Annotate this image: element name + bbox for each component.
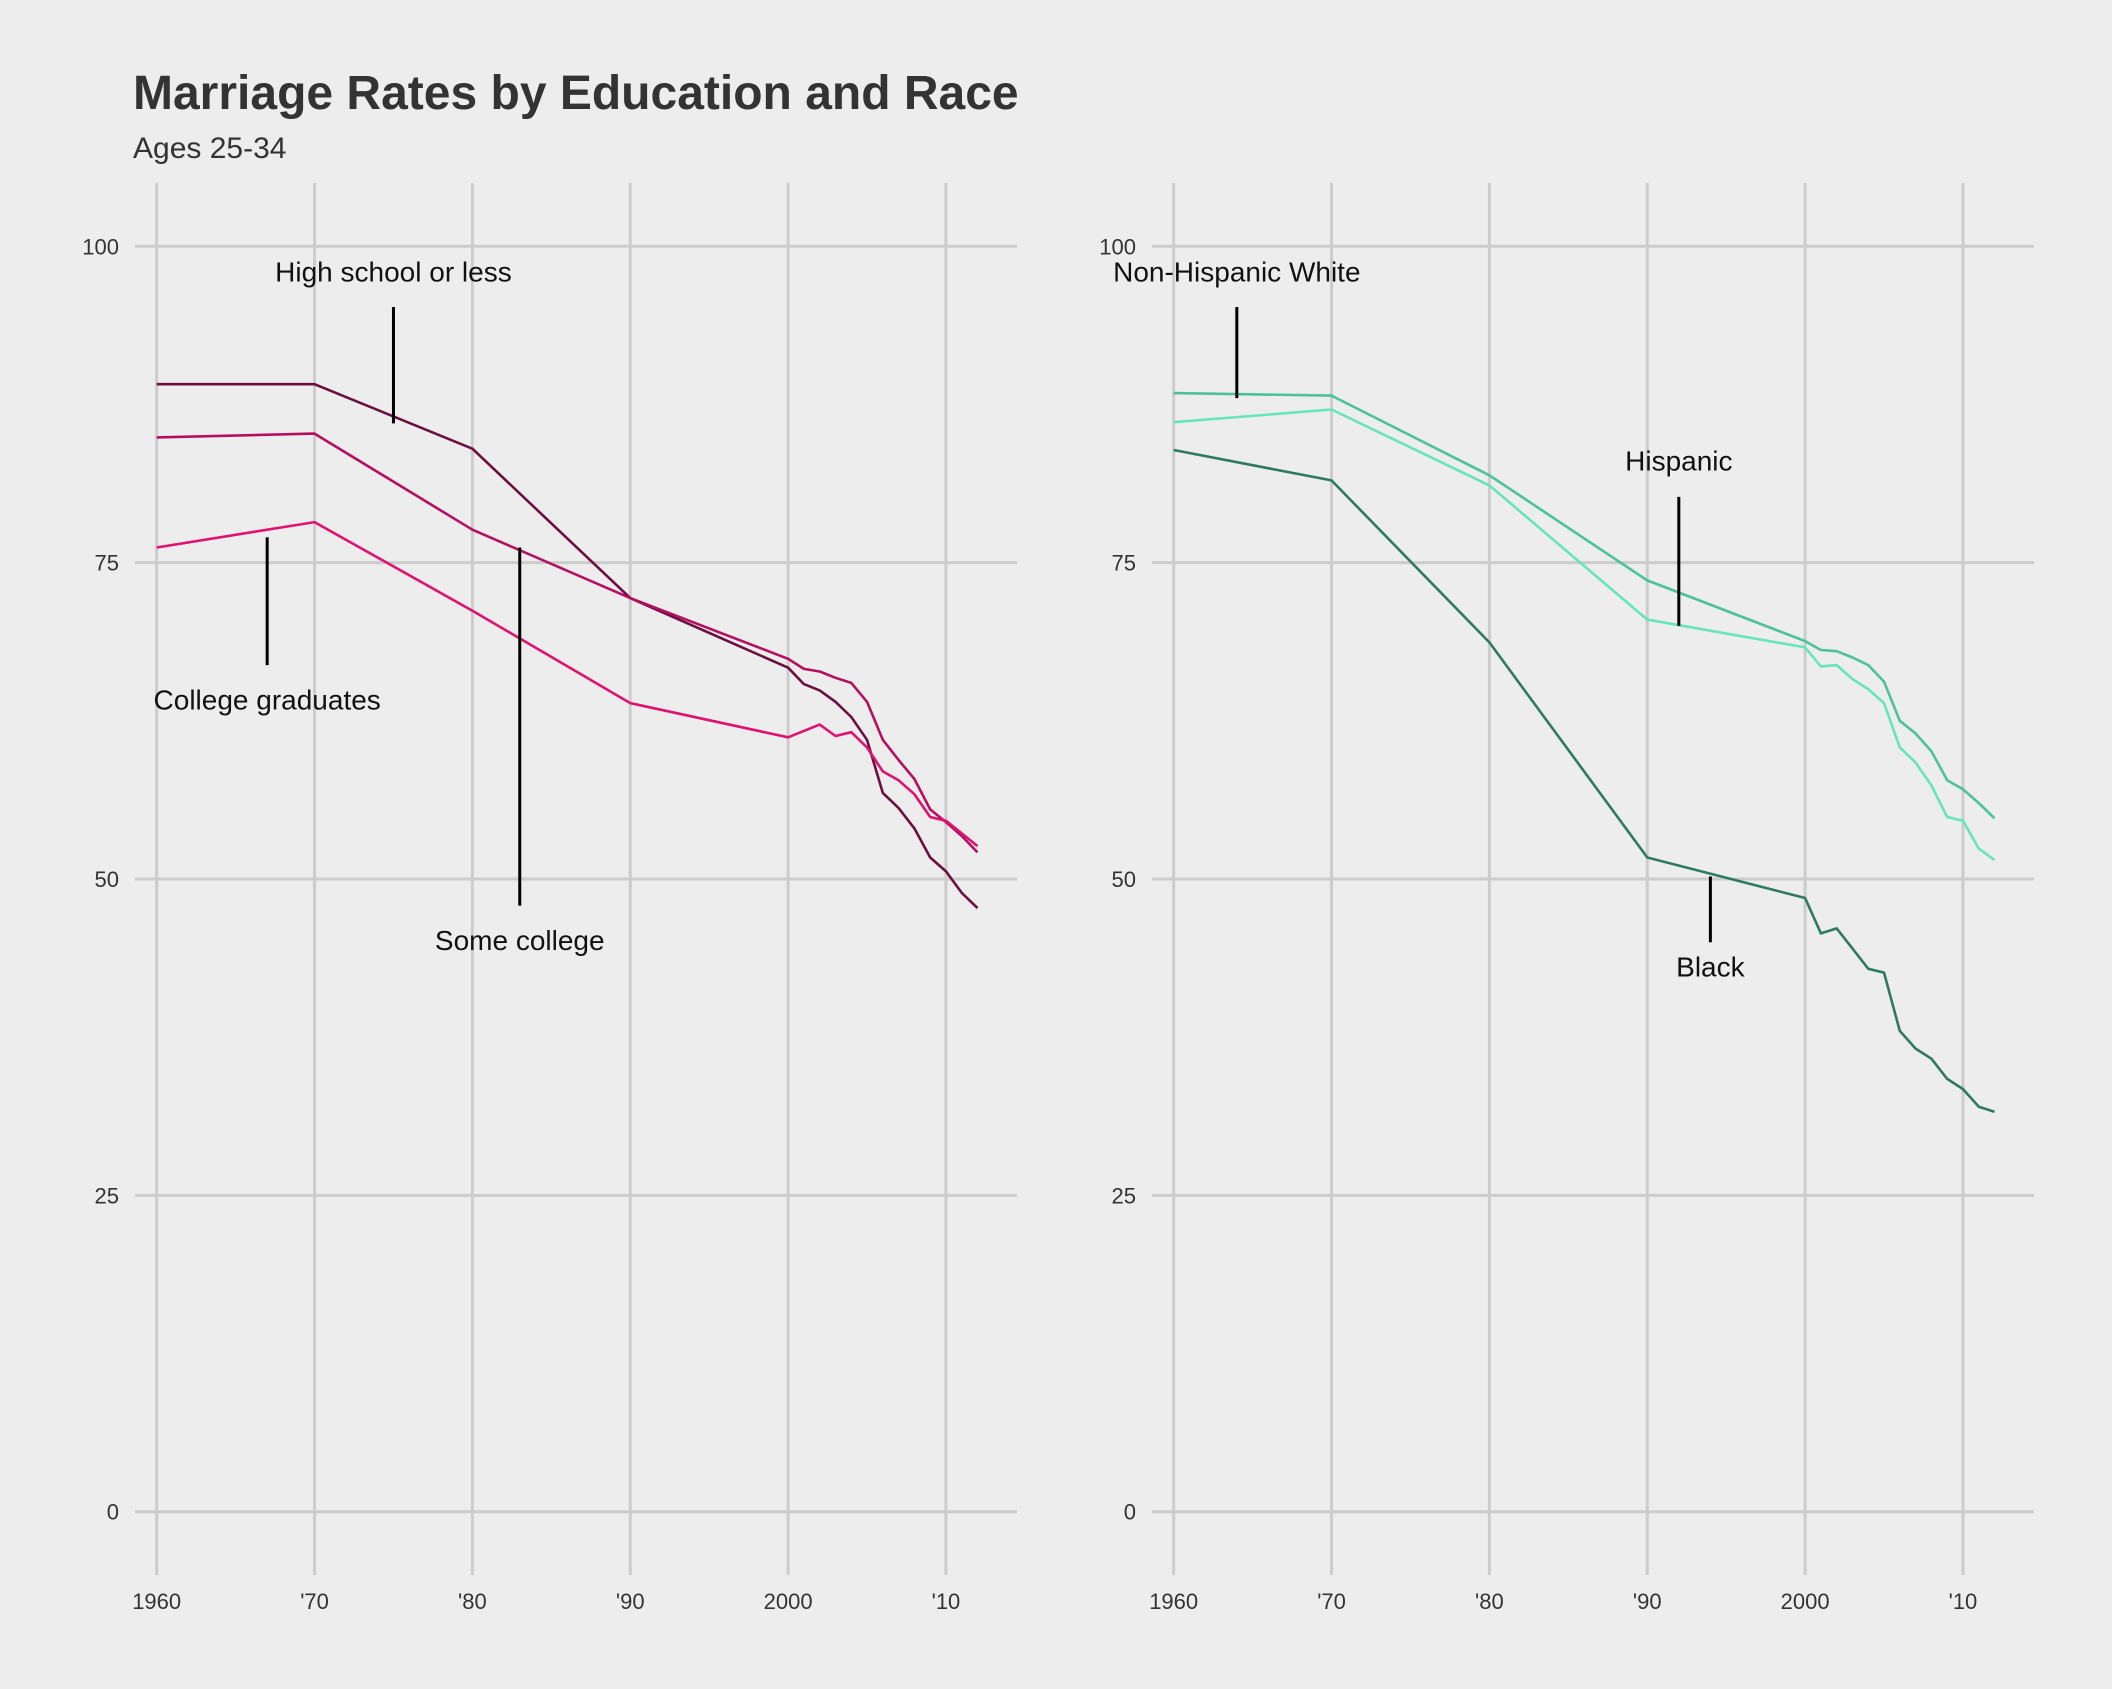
annotation-label-some-college: Some college <box>435 925 605 956</box>
x-tick-label: '10 <box>932 1589 961 1614</box>
y-tick-label: 100 <box>1099 234 1136 259</box>
annotation-label-non-hispanic-white: Non-Hispanic White <box>1113 257 1360 288</box>
y-tick-label: 25 <box>95 1183 119 1208</box>
y-tick-label: 75 <box>1112 551 1136 576</box>
x-tick-label: '80 <box>458 1589 487 1614</box>
race-panel: 0 25 50 75 100 1960 '70 '80 '90 2000 '10 Non-Hispan… <box>1099 183 2034 1614</box>
series-line-high-school-or-less <box>156 382 979 910</box>
x-tick-label: '70 <box>1317 1589 1346 1614</box>
x-tick-label: '80 <box>1475 1589 1504 1614</box>
chart-title: Marriage Rates by Education and Race <box>133 67 1019 120</box>
y-tick-label: 100 <box>82 234 119 259</box>
x-tick-label: 1960 <box>132 1589 181 1614</box>
series-line-non-hispanic-white <box>1173 391 1996 820</box>
education-panel: 0 25 50 75 100 1960 '70 '80 '90 2000 '10 High schoo… <box>82 183 1017 1614</box>
x-tick-label: '10 <box>1949 1589 1978 1614</box>
y-tick-label: 0 <box>107 1500 119 1525</box>
annotation-label-hispanic: Hispanic <box>1625 445 1732 476</box>
x-tick-label: '70 <box>300 1589 329 1614</box>
y-tick-label: 0 <box>1124 1500 1136 1525</box>
series-line-college-graduates <box>156 520 979 848</box>
series-line-black <box>1173 448 1995 1114</box>
x-tick-label: 2000 <box>1781 1589 1830 1614</box>
annotation-label-black: Black <box>1676 951 1745 982</box>
x-tick-label: '90 <box>1633 1589 1662 1614</box>
y-tick-label: 50 <box>1112 867 1136 892</box>
annotation-label-college-graduates: College graduates <box>154 684 381 715</box>
series-line-some-college <box>156 432 979 854</box>
annotation-label-high-school-or-less: High school or less <box>275 257 512 288</box>
x-tick-label: 2000 <box>764 1589 813 1614</box>
chart-subtitle: Ages 25-34 <box>133 132 287 165</box>
y-tick-label: 25 <box>1112 1183 1136 1208</box>
series-line-hispanic <box>1173 408 1996 862</box>
y-tick-label: 75 <box>95 551 119 576</box>
x-tick-label: 1960 <box>1149 1589 1198 1614</box>
y-tick-label: 50 <box>95 867 119 892</box>
x-tick-label: '90 <box>616 1589 645 1614</box>
